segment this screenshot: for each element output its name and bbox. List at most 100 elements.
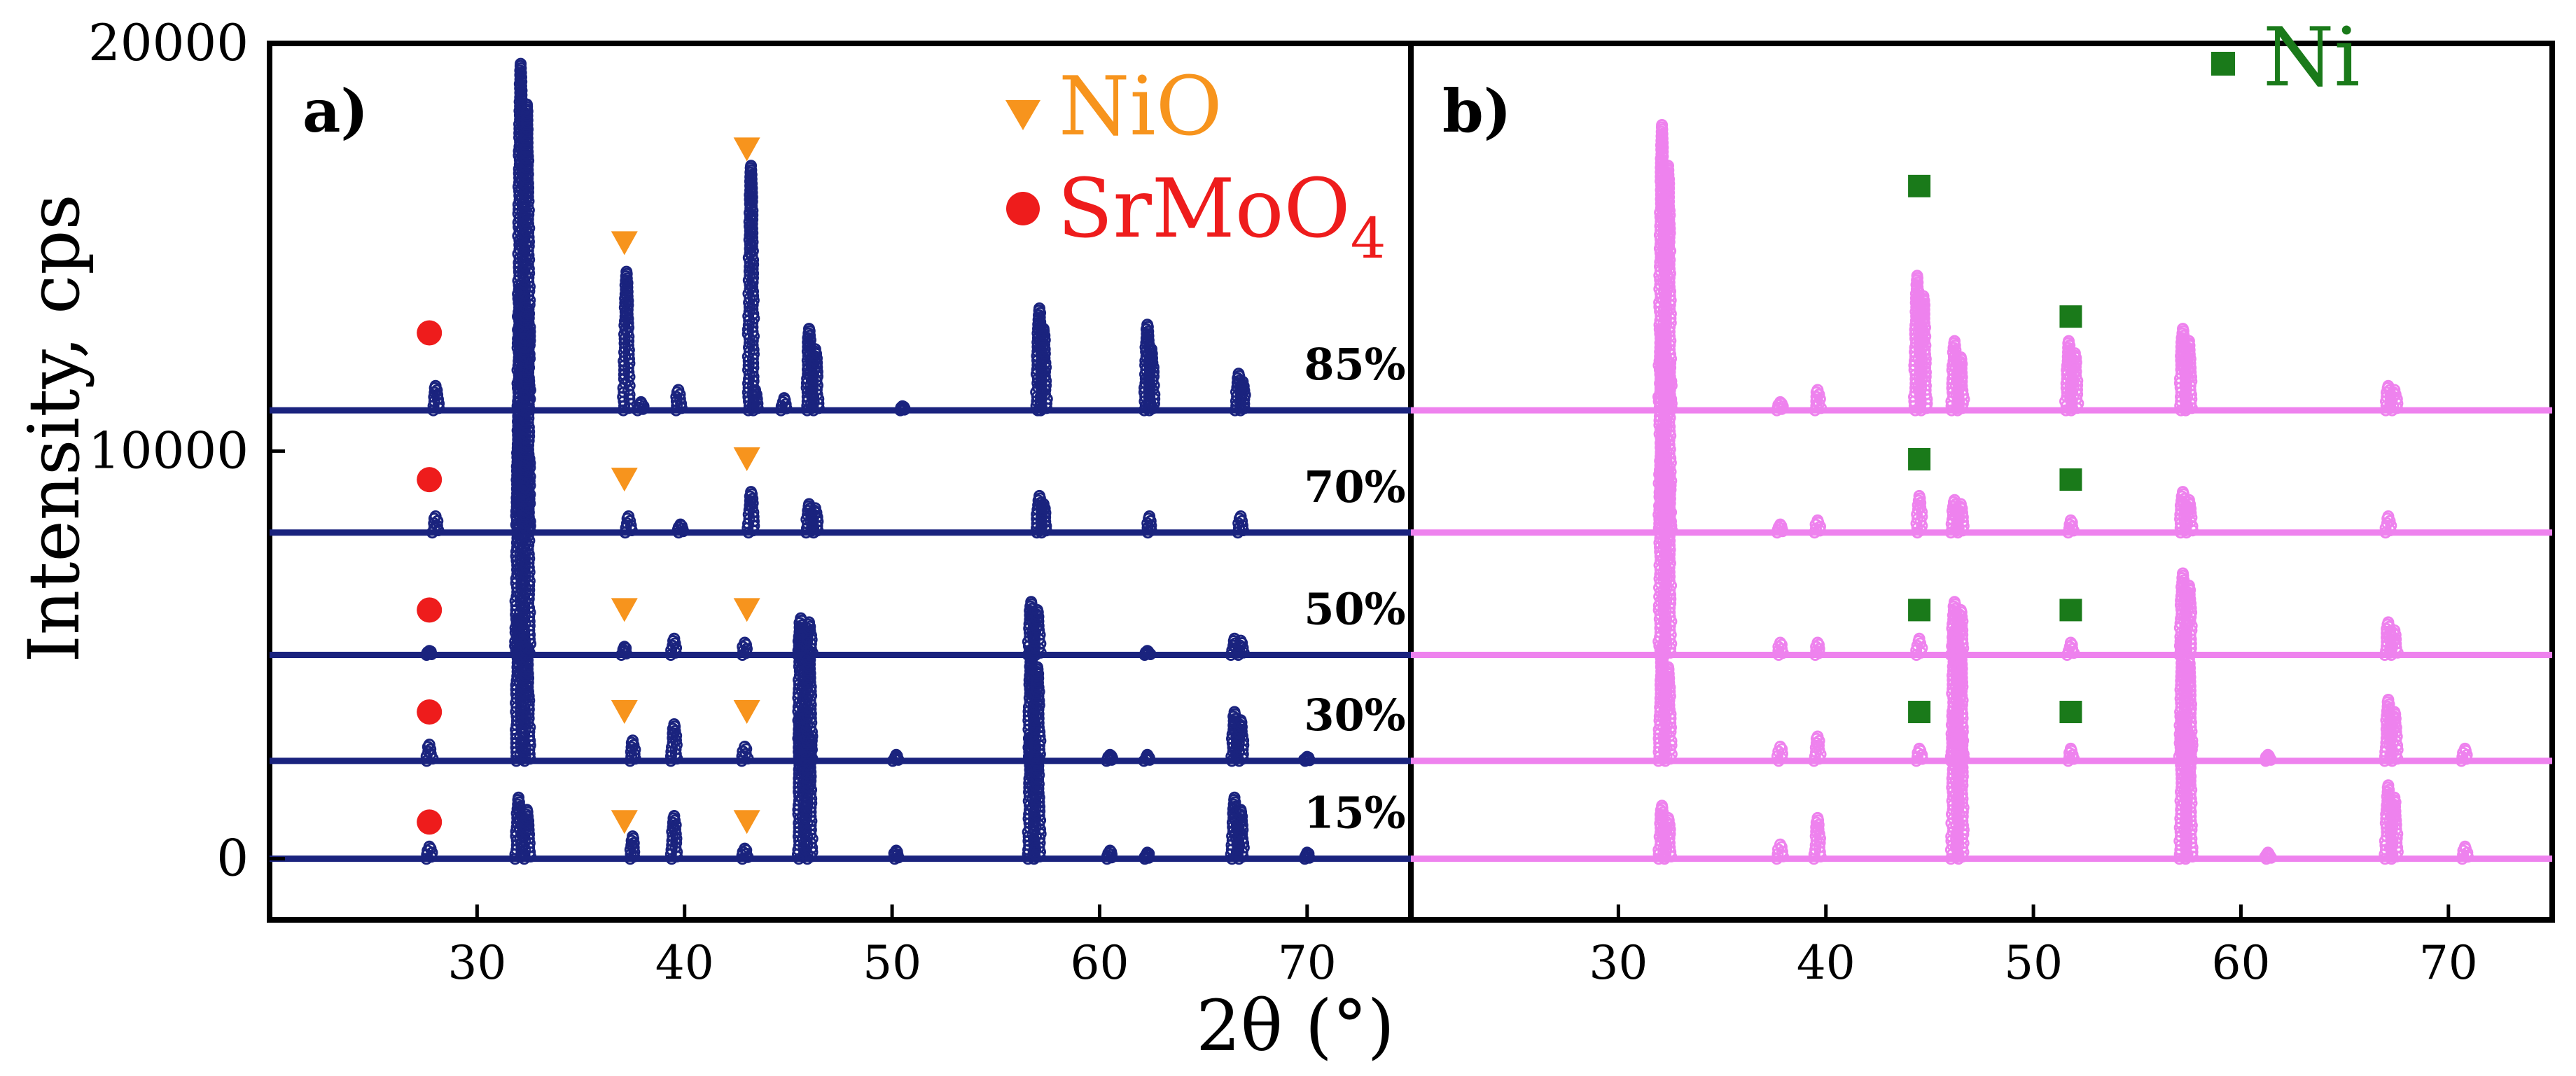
diffraction-peak xyxy=(426,510,445,539)
peak-point xyxy=(2459,742,2471,755)
diffraction-peak xyxy=(632,396,650,417)
peak-point xyxy=(1234,714,1247,727)
diffraction-peak xyxy=(2062,742,2080,767)
diffraction-peak xyxy=(736,842,754,865)
nio-phase-marker xyxy=(733,810,760,834)
peak-point xyxy=(1234,510,1247,522)
nio-legend-marker xyxy=(1005,100,1040,130)
nio-phase-marker xyxy=(611,231,638,256)
peak-point xyxy=(2388,706,2401,718)
peak-point xyxy=(1774,518,1786,531)
panel-b-label: b) xyxy=(1442,76,1511,146)
srmoo4-phase-marker xyxy=(417,699,443,725)
peak-point xyxy=(1031,603,1043,616)
peak-point xyxy=(808,349,821,362)
peak-point xyxy=(1237,375,1249,388)
x-tick-label: 60 xyxy=(1070,936,1129,990)
x-tick-label: 50 xyxy=(863,936,921,990)
nio-phase-marker xyxy=(733,700,760,725)
diffraction-peak xyxy=(2386,384,2404,417)
peak-point xyxy=(808,508,821,521)
peak-point xyxy=(423,645,436,657)
diffraction-peak xyxy=(1808,811,1827,865)
peak-point xyxy=(1954,498,1967,510)
diffraction-peak xyxy=(2180,335,2198,417)
x-tick-label: 40 xyxy=(1797,936,1856,990)
panel-b-pattern-0 xyxy=(1411,710,2552,865)
peak-point xyxy=(1810,737,1823,749)
diffraction-peak xyxy=(2259,846,2278,865)
diffraction-peak xyxy=(800,645,819,767)
diffraction-peak xyxy=(664,810,683,865)
nio-phase-marker xyxy=(611,468,638,492)
x-tick-label: 50 xyxy=(2004,936,2063,990)
peak-point xyxy=(627,837,640,849)
peak-point xyxy=(1811,811,1824,824)
diffraction-peak xyxy=(1100,748,1118,767)
peak-point xyxy=(1103,844,1116,857)
panel-b-pattern-1 xyxy=(1411,624,2552,767)
peak-point xyxy=(1811,730,1824,743)
peak-point xyxy=(1812,818,1825,831)
diffraction-peak xyxy=(1658,811,1678,865)
peak-point xyxy=(803,323,815,335)
y-tick-label: 20000 xyxy=(88,13,249,72)
peak-point xyxy=(1662,811,1674,824)
diffraction-peak xyxy=(746,384,764,417)
peak-point xyxy=(1141,846,1154,859)
peak-point xyxy=(1234,639,1246,652)
diffraction-peak xyxy=(1809,514,1826,539)
diffraction-peak xyxy=(1771,518,1789,539)
peak-point xyxy=(1141,748,1154,761)
diffraction-peak xyxy=(619,510,638,539)
ni-phase-marker xyxy=(1908,174,1931,197)
peak-point xyxy=(1228,706,1241,718)
diffraction-peak xyxy=(2065,347,2084,417)
peak-point xyxy=(1234,634,1247,647)
diffraction-peak xyxy=(1231,714,1250,767)
peak-point xyxy=(513,791,525,804)
diffraction-peak xyxy=(1771,741,1788,767)
diffraction-peak xyxy=(1910,489,1928,539)
peak-point xyxy=(1037,323,1050,335)
peak-point xyxy=(745,160,758,172)
peak-point xyxy=(2064,636,2077,649)
peak-point xyxy=(2182,494,2195,506)
legend-panel-a: NiO SrMoO4 xyxy=(1005,60,1386,271)
peak-point xyxy=(1141,319,1154,331)
diffraction-peak xyxy=(1951,603,1970,661)
diffraction-peak xyxy=(1231,804,1250,865)
diffraction-peak xyxy=(2180,652,2199,767)
diffraction-peak xyxy=(664,718,683,767)
diffraction-peak xyxy=(774,392,793,417)
series-label: 15% xyxy=(1304,788,1405,839)
peak-point xyxy=(423,739,436,751)
nio-phase-marker xyxy=(733,137,760,162)
srmoo4-legend-text: SrMoO xyxy=(1057,162,1351,256)
diffraction-peak xyxy=(742,486,760,539)
peak-point xyxy=(1774,741,1786,753)
peak-point xyxy=(739,636,751,649)
ni-phase-marker xyxy=(2059,599,2082,622)
peak-point xyxy=(2382,616,2395,629)
peak-point xyxy=(1911,270,1923,282)
ni-phase-marker xyxy=(1908,447,1931,470)
diffraction-peak xyxy=(427,379,445,417)
peak-point xyxy=(749,384,761,396)
diffraction-peak xyxy=(2386,706,2404,767)
ni-legend-marker xyxy=(2211,52,2235,76)
peak-point xyxy=(1913,632,1926,645)
peak-point xyxy=(1774,396,1786,408)
x-axis-title: 2θ (°) xyxy=(1196,985,1395,1067)
peak-point xyxy=(667,639,679,652)
peak-point xyxy=(1143,510,1156,522)
diffraction-peak xyxy=(2180,580,2198,661)
peak-point xyxy=(635,396,647,408)
peak-point xyxy=(1949,596,1961,608)
peak-point xyxy=(424,743,437,755)
peak-point xyxy=(2182,580,2195,592)
peak-point xyxy=(2382,694,2395,706)
diffraction-peak xyxy=(517,98,536,417)
peak-point xyxy=(2064,514,2077,526)
series-label: 30% xyxy=(1304,690,1405,741)
